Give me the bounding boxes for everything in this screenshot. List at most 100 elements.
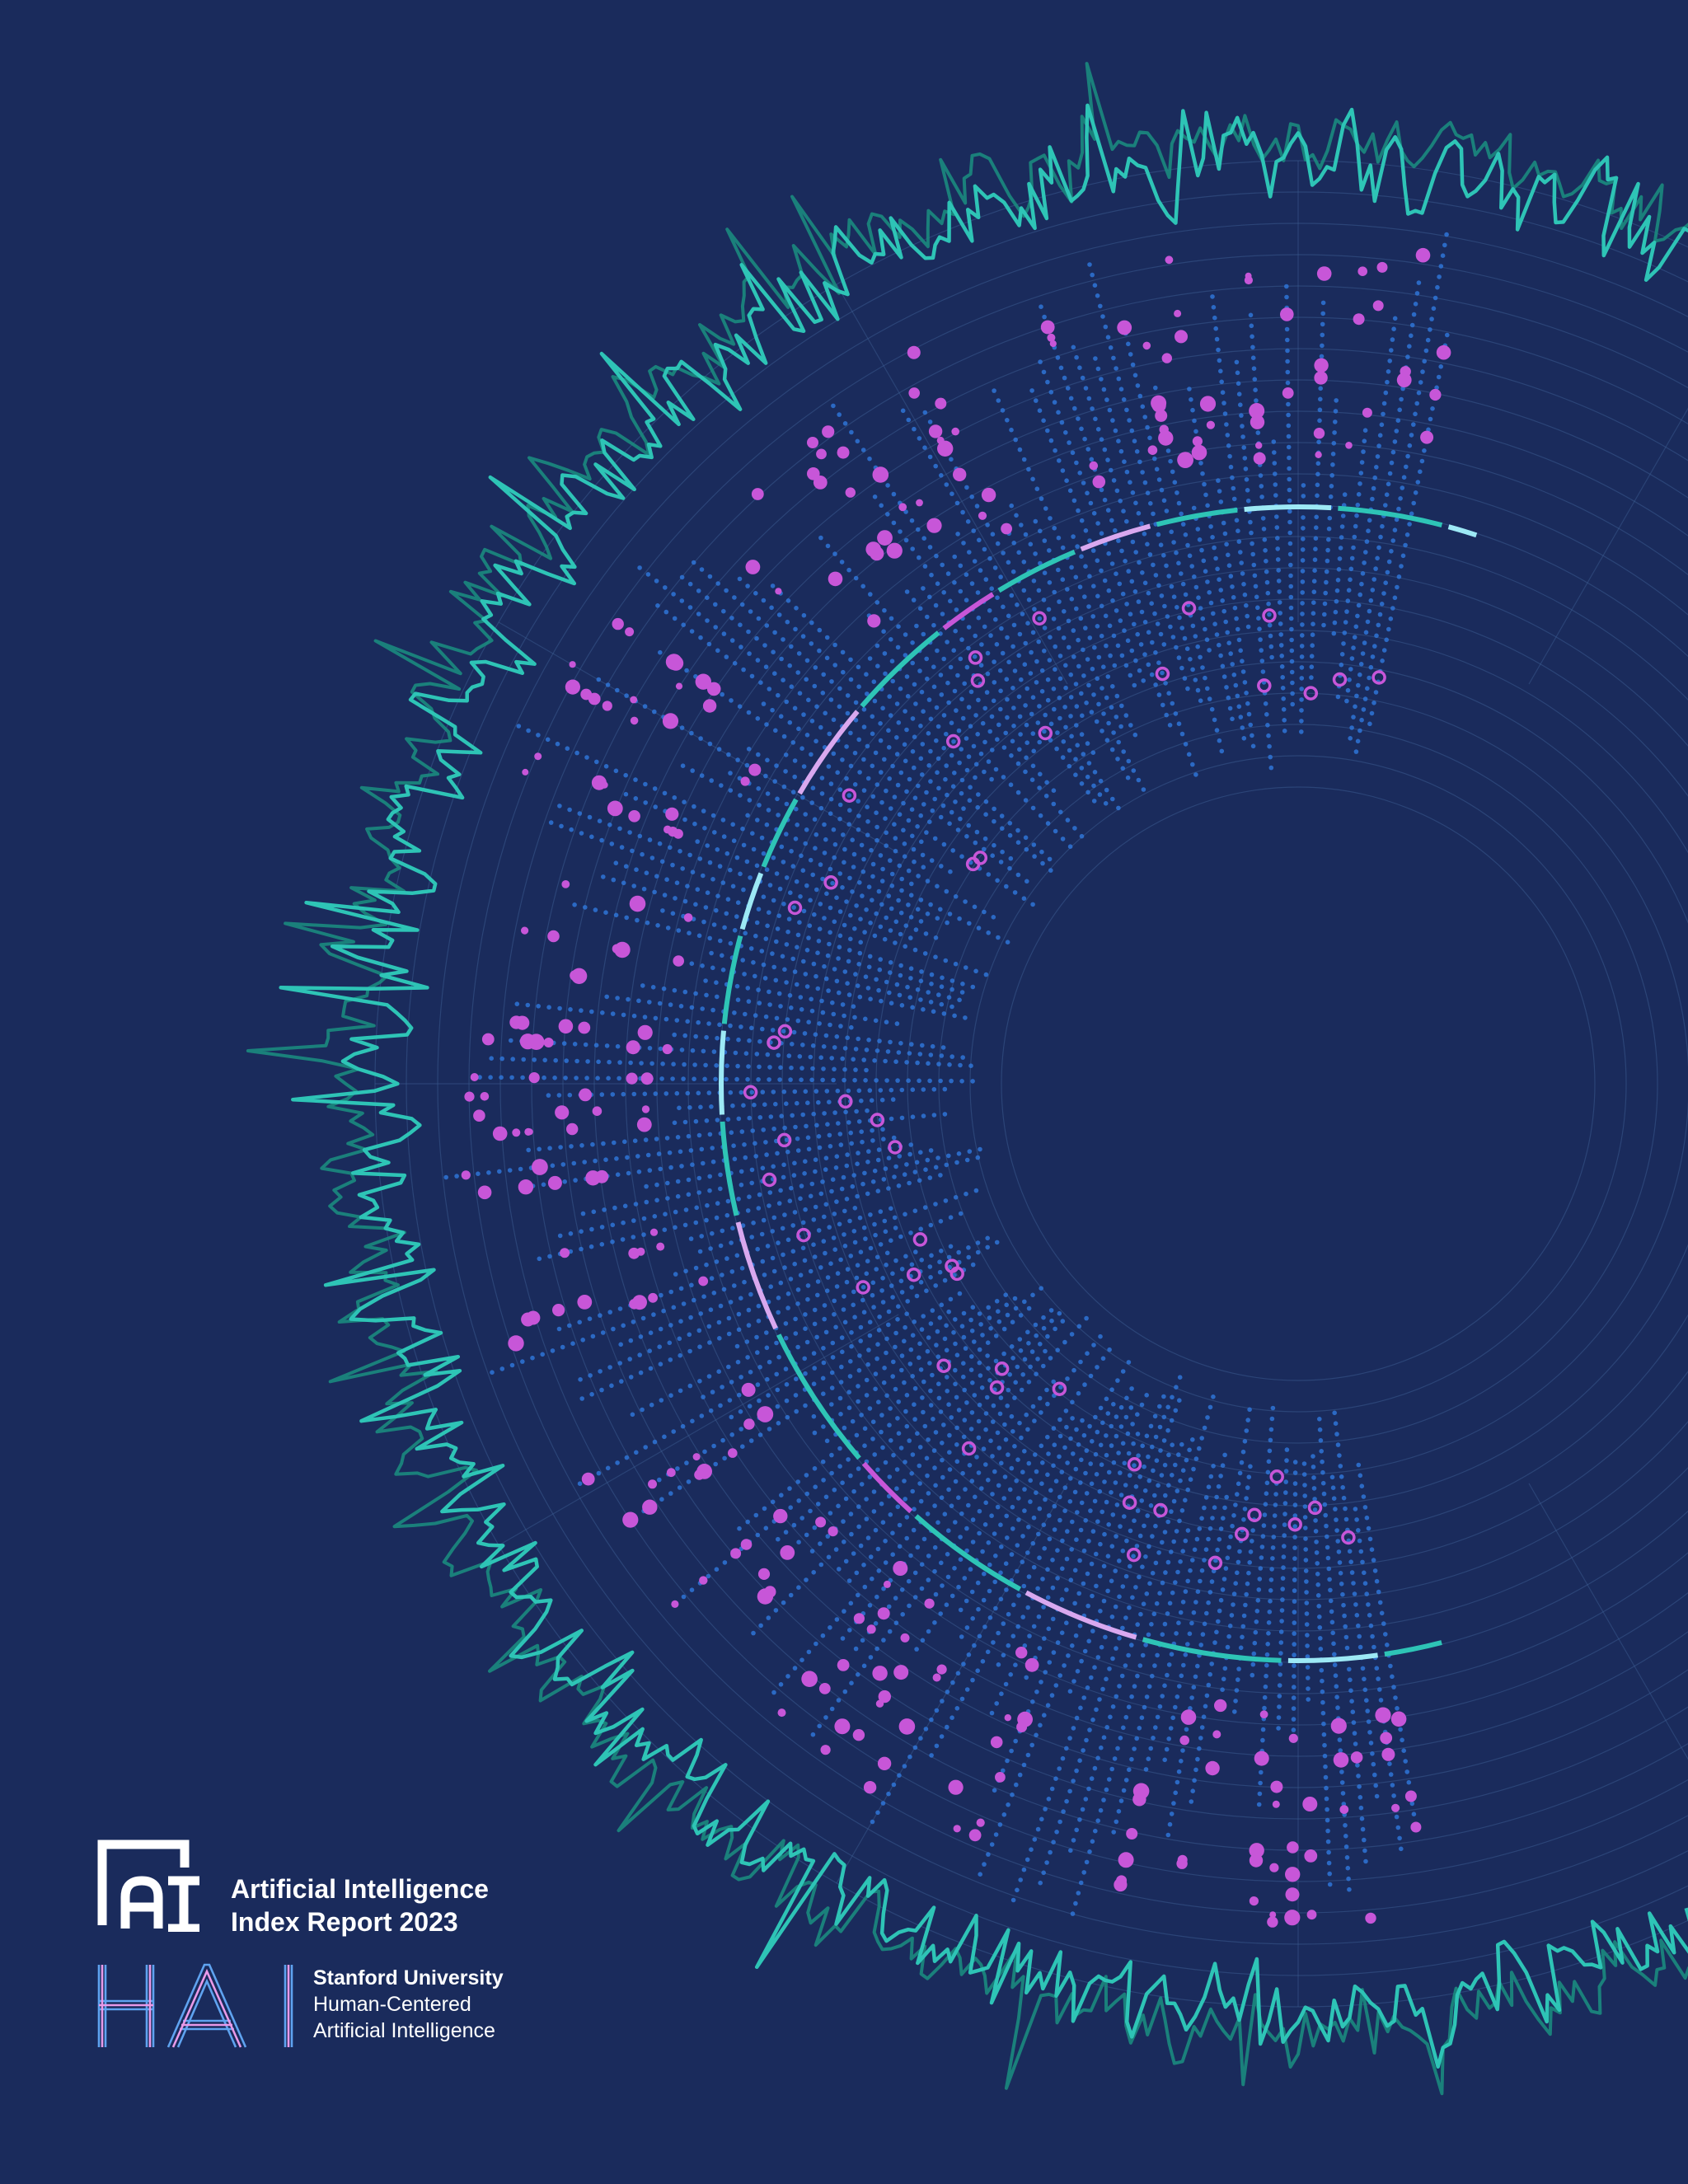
data-dot — [680, 1423, 686, 1429]
data-dot — [1275, 536, 1280, 541]
data-dot — [1139, 1498, 1144, 1503]
data-dot — [1150, 1444, 1155, 1450]
highlight-dot — [648, 1292, 658, 1303]
data-dot — [859, 1098, 864, 1104]
data-dot — [1299, 697, 1304, 702]
data-dot — [1111, 730, 1116, 735]
data-dot — [1364, 1591, 1369, 1596]
data-dot — [970, 1380, 975, 1385]
data-dot — [1099, 568, 1104, 574]
data-dot — [938, 907, 943, 912]
data-dot — [1208, 1474, 1214, 1479]
data-dot — [1203, 675, 1207, 681]
data-dot — [876, 1147, 882, 1152]
data-dot — [859, 842, 865, 848]
data-dot — [828, 1625, 832, 1630]
data-dot — [848, 657, 853, 663]
data-dot — [1203, 626, 1207, 632]
data-dot — [938, 1078, 943, 1084]
data-dot — [1035, 720, 1041, 725]
data-dot — [1037, 1506, 1043, 1511]
data-dot — [910, 1488, 915, 1494]
data-dot — [853, 718, 859, 723]
data-dot — [883, 1229, 889, 1235]
data-dot — [970, 1616, 975, 1621]
data-dot — [1300, 569, 1306, 574]
data-dot — [676, 928, 682, 933]
data-dot — [1011, 1602, 1016, 1608]
data-dot — [1242, 680, 1248, 685]
data-dot — [499, 1366, 505, 1371]
data-dot — [990, 532, 996, 537]
data-dot — [670, 1076, 675, 1081]
data-dot — [1091, 511, 1097, 516]
highlight-dot — [1214, 1699, 1227, 1713]
data-dot — [1091, 1343, 1096, 1347]
data-dot — [547, 1146, 552, 1151]
data-dot — [1104, 1396, 1109, 1402]
data-dot — [1157, 1404, 1162, 1409]
data-dot — [1280, 1576, 1286, 1581]
data-dot — [756, 1206, 762, 1211]
data-dot — [1092, 1665, 1097, 1670]
data-dot — [671, 1062, 676, 1066]
data-dot — [1124, 1538, 1129, 1544]
data-dot — [1003, 1681, 1009, 1687]
data-dot — [1334, 1684, 1339, 1689]
data-dot — [1113, 527, 1118, 533]
data-dot — [775, 796, 780, 802]
data-dot — [767, 687, 772, 691]
data-dot — [1288, 583, 1293, 589]
data-dot — [681, 1594, 687, 1600]
data-dot — [550, 1163, 556, 1169]
data-dot — [1165, 1672, 1170, 1678]
data-dot — [1312, 1507, 1318, 1512]
data-dot — [1287, 519, 1292, 525]
data-dot — [1250, 1661, 1256, 1667]
data-dot — [1023, 532, 1029, 537]
data-dot — [1039, 1410, 1043, 1415]
data-dot — [854, 1275, 860, 1281]
data-dot — [720, 818, 726, 823]
data-dot — [792, 1261, 797, 1267]
data-dot — [1251, 366, 1257, 372]
data-dot — [1052, 589, 1057, 595]
data-dot — [1069, 733, 1074, 739]
data-dot — [827, 1099, 832, 1104]
data-dot — [691, 560, 696, 565]
data-dot — [1079, 732, 1085, 737]
data-dot — [790, 1113, 795, 1118]
data-dot — [994, 1240, 1000, 1245]
data-dot — [848, 1511, 854, 1516]
data-dot — [932, 1465, 937, 1470]
data-dot — [895, 1317, 900, 1322]
data-dot — [1207, 1404, 1213, 1410]
data-dot — [728, 771, 733, 776]
data-dot — [1000, 650, 1006, 656]
data-dot — [865, 1191, 870, 1197]
data-dot — [1114, 608, 1119, 613]
data-dot — [764, 867, 770, 872]
data-dot — [890, 678, 895, 684]
data-dot — [1329, 1474, 1335, 1480]
data-dot — [790, 1249, 796, 1254]
data-dot — [1362, 1570, 1367, 1576]
data-dot — [1201, 558, 1207, 564]
data-dot — [890, 1530, 895, 1535]
data-dot — [607, 823, 612, 827]
data-dot — [1366, 1719, 1372, 1724]
data-dot — [827, 731, 832, 737]
data-dot — [858, 940, 863, 945]
data-dot — [1222, 411, 1228, 416]
data-dot — [945, 1574, 951, 1580]
data-dot — [1060, 545, 1066, 551]
data-dot — [1068, 672, 1073, 677]
data-dot — [699, 773, 705, 778]
data-dot — [992, 818, 996, 824]
data-dot — [896, 1304, 901, 1309]
data-dot — [809, 1077, 814, 1083]
data-dot — [717, 1336, 722, 1341]
data-dot — [991, 698, 996, 704]
data-dot — [874, 1594, 879, 1600]
data-dot — [1133, 1585, 1138, 1590]
